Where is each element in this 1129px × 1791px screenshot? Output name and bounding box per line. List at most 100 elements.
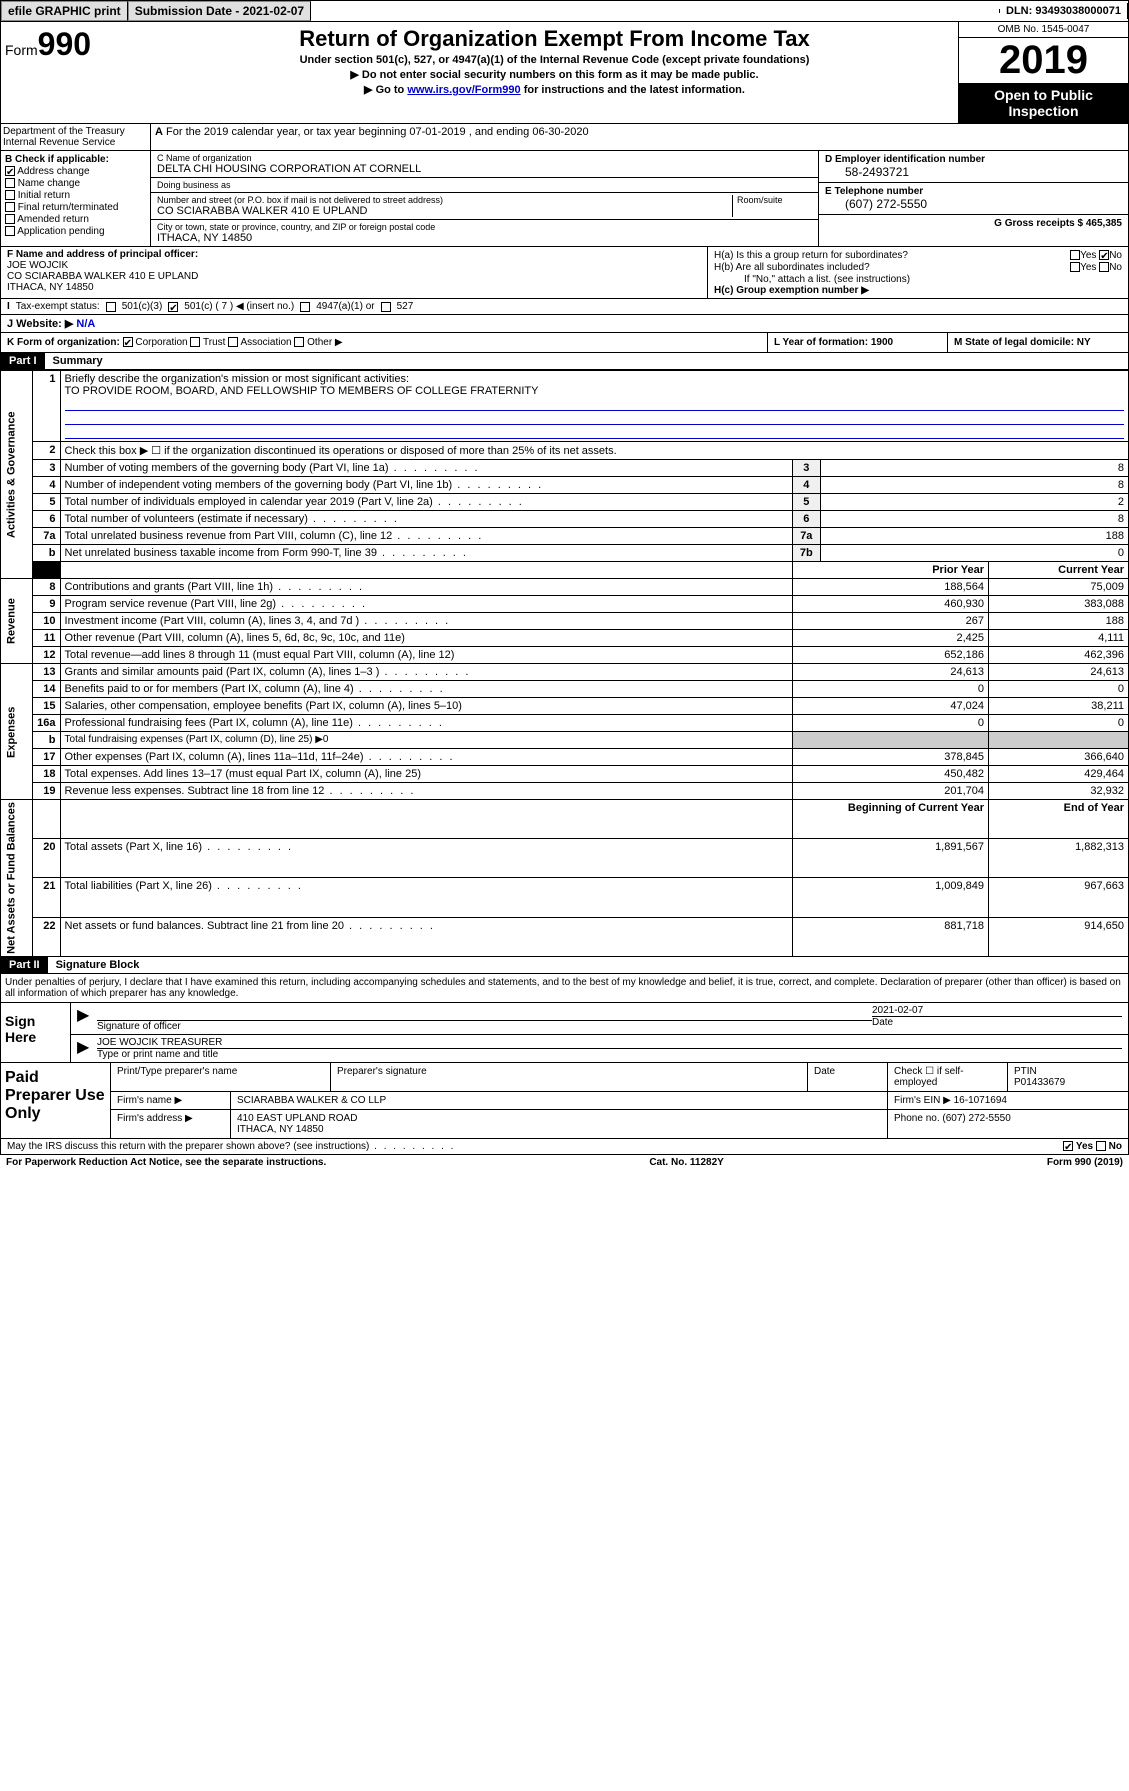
firm-ein-label: Firm's EIN ▶ — [894, 1095, 951, 1106]
firm-addr-value2: ITHACA, NY 14850 — [237, 1124, 881, 1135]
corp-checkbox[interactable] — [123, 337, 133, 347]
assoc-checkbox[interactable] — [228, 337, 238, 347]
firm-ein-value: 16-1071694 — [954, 1095, 1007, 1106]
part1-title: Summary — [45, 353, 111, 369]
ha-no-checkbox[interactable] — [1099, 250, 1109, 260]
hc-label: H(c) Group exemption number ▶ — [714, 285, 1122, 296]
phone-label: E Telephone number — [825, 186, 1122, 197]
prep-name-hdr: Print/Type preparer's name — [111, 1063, 331, 1091]
preparer-label: Paid Preparer Use Only — [1, 1063, 111, 1138]
tax-year-range: For the 2019 calendar year, or tax year … — [166, 126, 589, 138]
q18: Total expenses. Add lines 13–17 (must eq… — [60, 766, 792, 783]
omb-number: OMB No. 1545-0047 — [959, 22, 1128, 38]
signature-block: Sign Here ▶ Signature of officer 2021-02… — [0, 1003, 1129, 1063]
v3: 8 — [820, 460, 1128, 477]
col-b-header: B Check if applicable: — [5, 154, 146, 165]
irs-link[interactable]: www.irs.gov/Form990 — [407, 84, 520, 96]
penalties-text: Under penalties of perjury, I declare th… — [0, 974, 1129, 1003]
q17: Other expenses (Part IX, column (A), lin… — [60, 749, 792, 766]
top-bar: efile GRAPHIC print Submission Date - 20… — [0, 0, 1129, 22]
phone-value: (607) 272-5550 — [825, 197, 1122, 211]
ein-value: 58-2493721 — [825, 165, 1122, 179]
form-title: Return of Organization Exempt From Incom… — [155, 26, 954, 52]
other-checkbox[interactable] — [294, 337, 304, 347]
klm-row: K Form of organization: Corporation Trus… — [0, 333, 1129, 353]
summary-table: Activities & Governance 1 Briefly descri… — [0, 370, 1129, 957]
prep-date-hdr: Date — [808, 1063, 888, 1091]
part1-badge: Part I — [1, 353, 45, 369]
arrow-icon: ▶ — [77, 1005, 97, 1032]
dln-label: DLN: 93493038000071 — [1000, 3, 1128, 19]
city-value: ITHACA, NY 14850 — [157, 232, 812, 244]
q9: Program service revenue (Part VIII, line… — [60, 596, 792, 613]
prep-self-emp: Check ☐ if self-employed — [888, 1063, 1008, 1091]
ha-label: H(a) Is this a group return for subordin… — [714, 250, 908, 261]
q16b: Total fundraising expenses (Part IX, col… — [60, 732, 792, 749]
trust-checkbox[interactable] — [190, 337, 200, 347]
address-change-checkbox[interactable] — [5, 166, 15, 176]
efile-print-button[interactable]: efile GRAPHIC print — [1, 1, 128, 21]
part2-header: Part II Signature Block — [0, 957, 1129, 974]
ha-yes-checkbox[interactable] — [1070, 250, 1080, 260]
firm-phone-label: Phone no. — [894, 1113, 940, 1124]
city-label: City or town, state or province, country… — [157, 222, 812, 232]
q13: Grants and similar amounts paid (Part IX… — [60, 664, 792, 681]
officer-addr1: CO SCIARABBA WALKER 410 E UPLAND — [7, 271, 701, 282]
sig-date-value: 2021-02-07 — [872, 1005, 1122, 1017]
q16a: Professional fundraising fees (Part IX, … — [60, 715, 792, 732]
firm-name-value: SCIARABBA WALKER & CO LLP — [231, 1092, 888, 1109]
q20: Total assets (Part X, line 16) — [60, 839, 792, 878]
q1-label: Briefly describe the organization's miss… — [65, 373, 1124, 385]
ptin-label: PTIN — [1014, 1066, 1122, 1077]
firm-addr-label: Firm's address ▶ — [111, 1110, 231, 1138]
dba-label: Doing business as — [157, 180, 812, 190]
street-value: CO SCIARABBA WALKER 410 E UPLAND — [157, 205, 732, 217]
prior-year-hdr: Prior Year — [792, 562, 988, 579]
ptin-value: P01433679 — [1014, 1077, 1122, 1088]
q19: Revenue less expenses. Subtract line 18 … — [60, 783, 792, 800]
v5: 2 — [820, 494, 1128, 511]
firm-phone-value: (607) 272-5550 — [942, 1113, 1010, 1124]
hb-note: If "No," attach a list. (see instruction… — [714, 274, 1122, 285]
527-checkbox[interactable] — [381, 302, 391, 312]
hb-no-checkbox[interactable] — [1099, 262, 1109, 272]
org-name-value: DELTA CHI HOUSING CORPORATION AT CORNELL — [157, 163, 812, 175]
pra-notice: For Paperwork Reduction Act Notice, see … — [6, 1157, 326, 1168]
org-name-label: C Name of organization — [157, 153, 812, 163]
submission-date-button[interactable]: Submission Date - 2021-02-07 — [128, 1, 311, 21]
q6: Total number of volunteers (estimate if … — [60, 511, 792, 528]
end-year-hdr: End of Year — [989, 800, 1129, 839]
l-formation: L Year of formation: 1900 — [774, 337, 893, 348]
tax-exempt-label: Tax-exempt status: — [16, 301, 100, 312]
v7b: 0 — [820, 545, 1128, 562]
sig-name-label: Type or print name and title — [97, 1049, 1122, 1060]
discuss-row: May the IRS discuss this return with the… — [0, 1139, 1129, 1155]
discuss-yes-checkbox[interactable] — [1063, 1141, 1073, 1151]
officer-label: F Name and address of principal officer: — [7, 249, 701, 260]
subtitle-1: Under section 501(c), 527, or 4947(a)(1)… — [155, 54, 954, 66]
tax-exempt-row: I Tax-exempt status: 501(c)(3) 501(c) ( … — [0, 299, 1129, 315]
name-change-checkbox[interactable] — [5, 178, 15, 188]
501c3-checkbox[interactable] — [106, 302, 116, 312]
website-value: N/A — [73, 318, 95, 330]
hb-label: H(b) Are all subordinates included? — [714, 262, 870, 273]
final-return-checkbox[interactable] — [5, 202, 15, 212]
arrow-icon: ▶ — [77, 1037, 97, 1060]
q14: Benefits paid to or for members (Part IX… — [60, 681, 792, 698]
initial-return-checkbox[interactable] — [5, 190, 15, 200]
q8: Contributions and grants (Part VIII, lin… — [60, 579, 792, 596]
amended-return-checkbox[interactable] — [5, 214, 15, 224]
m-domicile: M State of legal domicile: NY — [954, 337, 1091, 348]
form-number: 990 — [38, 26, 91, 62]
ein-label: D Employer identification number — [825, 154, 1122, 165]
application-pending-checkbox[interactable] — [5, 226, 15, 236]
501c-checkbox[interactable] — [168, 302, 178, 312]
sig-date-label: Date — [872, 1017, 1122, 1028]
cat-number: Cat. No. 11282Y — [649, 1157, 723, 1168]
hb-yes-checkbox[interactable] — [1070, 262, 1080, 272]
4947-checkbox[interactable] — [300, 302, 310, 312]
form-label: Form — [5, 42, 38, 58]
form-footer: Form 990 (2019) — [1047, 1157, 1123, 1168]
discuss-no-checkbox[interactable] — [1096, 1141, 1106, 1151]
q10: Investment income (Part VIII, column (A)… — [60, 613, 792, 630]
